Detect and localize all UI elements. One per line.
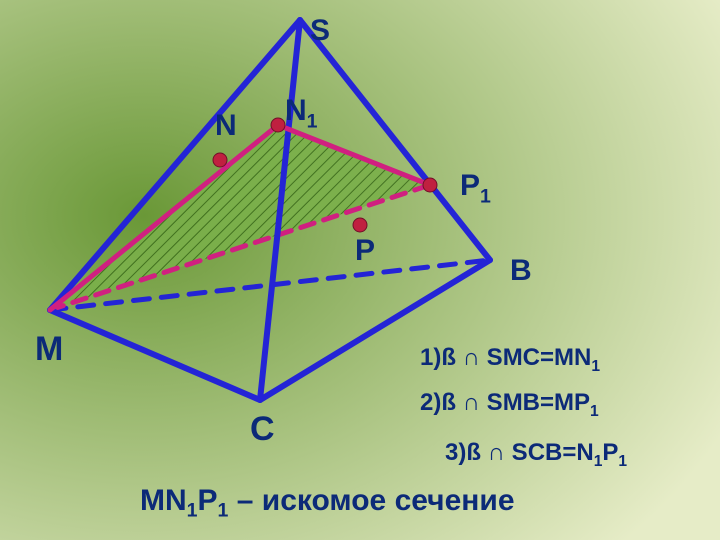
- point-P1: [423, 178, 437, 192]
- point-P: [353, 218, 367, 232]
- label-B: B: [510, 254, 532, 287]
- point-N: [213, 153, 227, 167]
- step-1: 1)ß ∩ SMC=MN1: [420, 344, 600, 375]
- point-N1: [271, 118, 285, 132]
- label-N: N: [215, 109, 237, 142]
- label-C: C: [250, 410, 275, 448]
- label-M: M: [35, 330, 63, 368]
- label-S: S: [310, 14, 330, 47]
- label-P: P: [355, 234, 375, 267]
- step-2: 2)ß ∩ SMB=MP1: [420, 389, 599, 420]
